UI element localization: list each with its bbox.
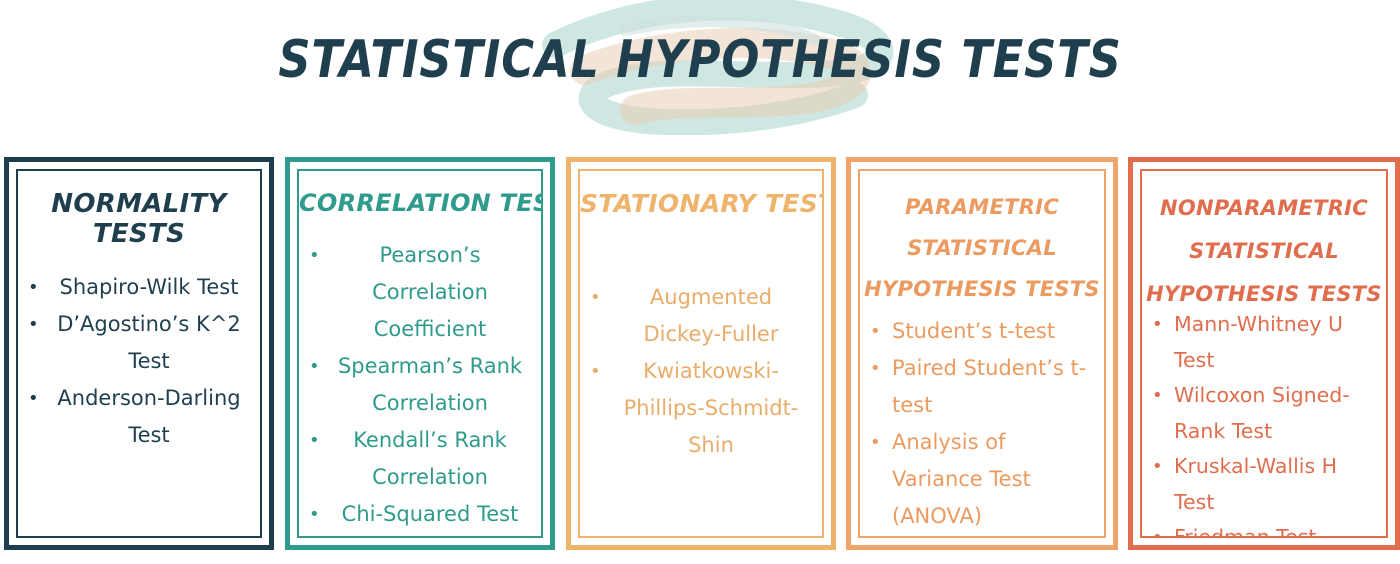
card-heading-line: NORMALITY TESTS [51, 189, 227, 249]
card-heading-line: CORRELATION TESTS [299, 189, 541, 217]
list-item-label: Pearson’s Correlation Coefficient [372, 243, 488, 341]
card-heading-line: STATIONARY TESTS [580, 189, 822, 218]
title-banner: STATISTICAL HYPOTHESIS TESTS [0, 0, 1400, 135]
list-item-label: Friedman Test [1174, 525, 1317, 538]
list-item: • Friedman Test [1152, 520, 1378, 538]
bullet-icon: • [590, 287, 601, 308]
page-title: STATISTICAL HYPOTHESIS TESTS [278, 30, 1122, 90]
bullet-icon: • [870, 432, 881, 453]
card-inner: STATIONARY TESTS • Augmented Dickey-Fulle… [578, 169, 824, 538]
list-item-label: D’Agostino’s K^2 Test [57, 312, 241, 373]
card-heading: NORMALITY TESTS [18, 189, 260, 249]
bullet-icon: • [28, 388, 39, 409]
list-item: • Spearman’s Rank Correlation [309, 348, 533, 422]
card-heading: NONPARAMETRIC STATISTICAL HYPOTHESIS TES… [1142, 187, 1386, 316]
list-item: • Shapiro-Wilk Test [28, 269, 252, 306]
bullet-icon: • [1152, 456, 1163, 477]
list-item: • Mann-Whitney U Test [1152, 307, 1378, 378]
card-heading-line: HYPOTHESIS TESTS [864, 277, 1100, 301]
list-item-label: Augmented Dickey-Fuller [643, 285, 779, 346]
card-inner: NONPARAMETRIC STATISTICAL HYPOTHESIS TES… [1140, 169, 1388, 538]
bullet-icon: • [1152, 385, 1163, 406]
stationary-tests-card: STATIONARY TESTS • Augmented Dickey-Fulle… [566, 157, 836, 550]
card-inner: CORRELATION TESTS • Pearson’s Correlation… [297, 169, 543, 538]
list-item-label: Spearman’s Rank Correlation [337, 354, 523, 415]
card-heading: CORRELATION TESTS [299, 189, 541, 217]
bullet-icon: • [309, 356, 320, 377]
list-item-label: Wilcoxon Signed-Rank Test [1174, 383, 1350, 443]
card-inner: NORMALITY TESTS • Shapiro-Wilk Test • D’Ag… [16, 169, 262, 538]
list-item-label: Shapiro-Wilk Test [59, 275, 239, 299]
list-item-label: Analysis of Variance Test (ANOVA) [892, 430, 1031, 528]
list-item-label: Kwiatkowski-Phillips-Schmidt-Shin [623, 359, 799, 457]
list-item-label: Kendall’s Rank Correlation [353, 428, 507, 489]
test-list: • Student’s t-test • Paired Student’s t-te… [870, 313, 1096, 535]
list-item: • Wilcoxon Signed-Rank Test [1152, 378, 1378, 449]
normality-tests-card: NORMALITY TESTS • Shapiro-Wilk Test • D’Ag… [4, 157, 274, 550]
list-item: • Kendall’s Rank Correlation [309, 422, 533, 496]
parametric-tests-card: PARAMETRIC STATISTICAL HYPOTHESIS TESTS … [846, 157, 1118, 550]
test-list: • Augmented Dickey-Fuller • Kwiatkowski-Ph… [590, 279, 814, 464]
list-item: • Augmented Dickey-Fuller [590, 279, 814, 353]
list-item: • D’Agostino’s K^2 Test [28, 306, 252, 380]
list-item: • Paired Student’s t-test [870, 350, 1096, 424]
test-list: • Shapiro-Wilk Test • D’Agostino’s K^2 Tes… [28, 269, 252, 454]
list-item-label: Anderson-Darling Test [57, 386, 241, 447]
bullet-icon: • [1152, 527, 1163, 538]
list-item: • Kruskal-Wallis H Test [1152, 449, 1378, 520]
list-item: • Pearson’s Correlation Coefficient [309, 237, 533, 348]
card-heading-line: STATISTICAL [1189, 239, 1339, 263]
list-item: • Student’s t-test [870, 313, 1096, 350]
list-item: • Anderson-Darling Test [28, 380, 252, 454]
list-item-label: Mann-Whitney U Test [1174, 312, 1344, 372]
list-item-label: Paired Student’s t-test [892, 356, 1087, 417]
card-heading-line: PARAMETRIC [904, 195, 1060, 219]
list-item: • Chi-Squared Test [309, 496, 533, 533]
bullet-icon: • [870, 321, 881, 342]
test-list: • Pearson’s Correlation Coefficient • Spea… [309, 237, 533, 533]
list-item-label: Student’s t-test [892, 319, 1056, 343]
card-heading-line: HYPOTHESIS TESTS [1146, 282, 1382, 306]
card-heading: STATIONARY TESTS [580, 189, 822, 218]
bullet-icon: • [1152, 314, 1163, 335]
list-item-label: Kruskal-Wallis H Test [1174, 454, 1338, 514]
correlation-tests-card: CORRELATION TESTS • Pearson’s Correlation… [285, 157, 555, 550]
bullet-icon: • [590, 361, 601, 382]
list-item-label: Chi-Squared Test [341, 502, 519, 526]
bullet-icon: • [28, 314, 39, 335]
list-item: • Kwiatkowski-Phillips-Schmidt-Shin [590, 353, 814, 464]
card-heading-line: NONPARAMETRIC [1159, 196, 1368, 220]
bullet-icon: • [309, 430, 320, 451]
bullet-icon: • [28, 277, 39, 298]
card-heading: PARAMETRIC STATISTICAL HYPOTHESIS TESTS [860, 187, 1104, 310]
brush-stroke-decoration [542, 0, 894, 135]
bullet-icon: • [309, 504, 320, 525]
bullet-icon: • [309, 245, 320, 266]
list-item: • Analysis of Variance Test (ANOVA) [870, 424, 1096, 535]
test-list: • Mann-Whitney U Test • Wilcoxon Signed-Ra… [1152, 307, 1378, 538]
card-inner: PARAMETRIC STATISTICAL HYPOTHESIS TESTS … [858, 169, 1106, 538]
bullet-icon: • [870, 358, 881, 379]
nonparametric-tests-card: NONPARAMETRIC STATISTICAL HYPOTHESIS TES… [1128, 157, 1400, 550]
card-heading-line: STATISTICAL [907, 236, 1057, 260]
